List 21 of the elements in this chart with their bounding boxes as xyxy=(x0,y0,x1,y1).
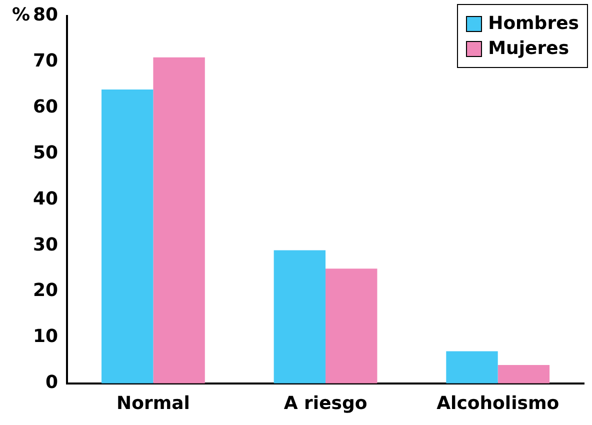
y-tick-label: 0 xyxy=(46,372,58,394)
bar xyxy=(446,351,498,384)
y-tick-label: 80 xyxy=(32,4,58,26)
y-tick-label: 10 xyxy=(32,326,58,348)
bar xyxy=(274,250,326,384)
y-tick-label: 40 xyxy=(32,188,58,210)
bar xyxy=(326,268,378,384)
y-tick-label: 60 xyxy=(32,96,58,118)
x-tick-label: Normal xyxy=(116,392,190,414)
bar xyxy=(153,57,205,384)
y-tick-label: 30 xyxy=(32,234,58,256)
legend-label: Hombres xyxy=(488,13,579,34)
y-axis-title: % xyxy=(12,4,30,26)
y-tick-label: 50 xyxy=(32,142,58,164)
bar xyxy=(498,365,550,384)
bar xyxy=(102,89,154,384)
x-tick-label: A riesgo xyxy=(284,392,368,414)
x-tick-label: Alcoholismo xyxy=(436,392,560,414)
legend-label: Mujeres xyxy=(488,38,570,59)
y-tick-label: 20 xyxy=(32,280,58,302)
y-tick-label: 70 xyxy=(32,50,58,72)
